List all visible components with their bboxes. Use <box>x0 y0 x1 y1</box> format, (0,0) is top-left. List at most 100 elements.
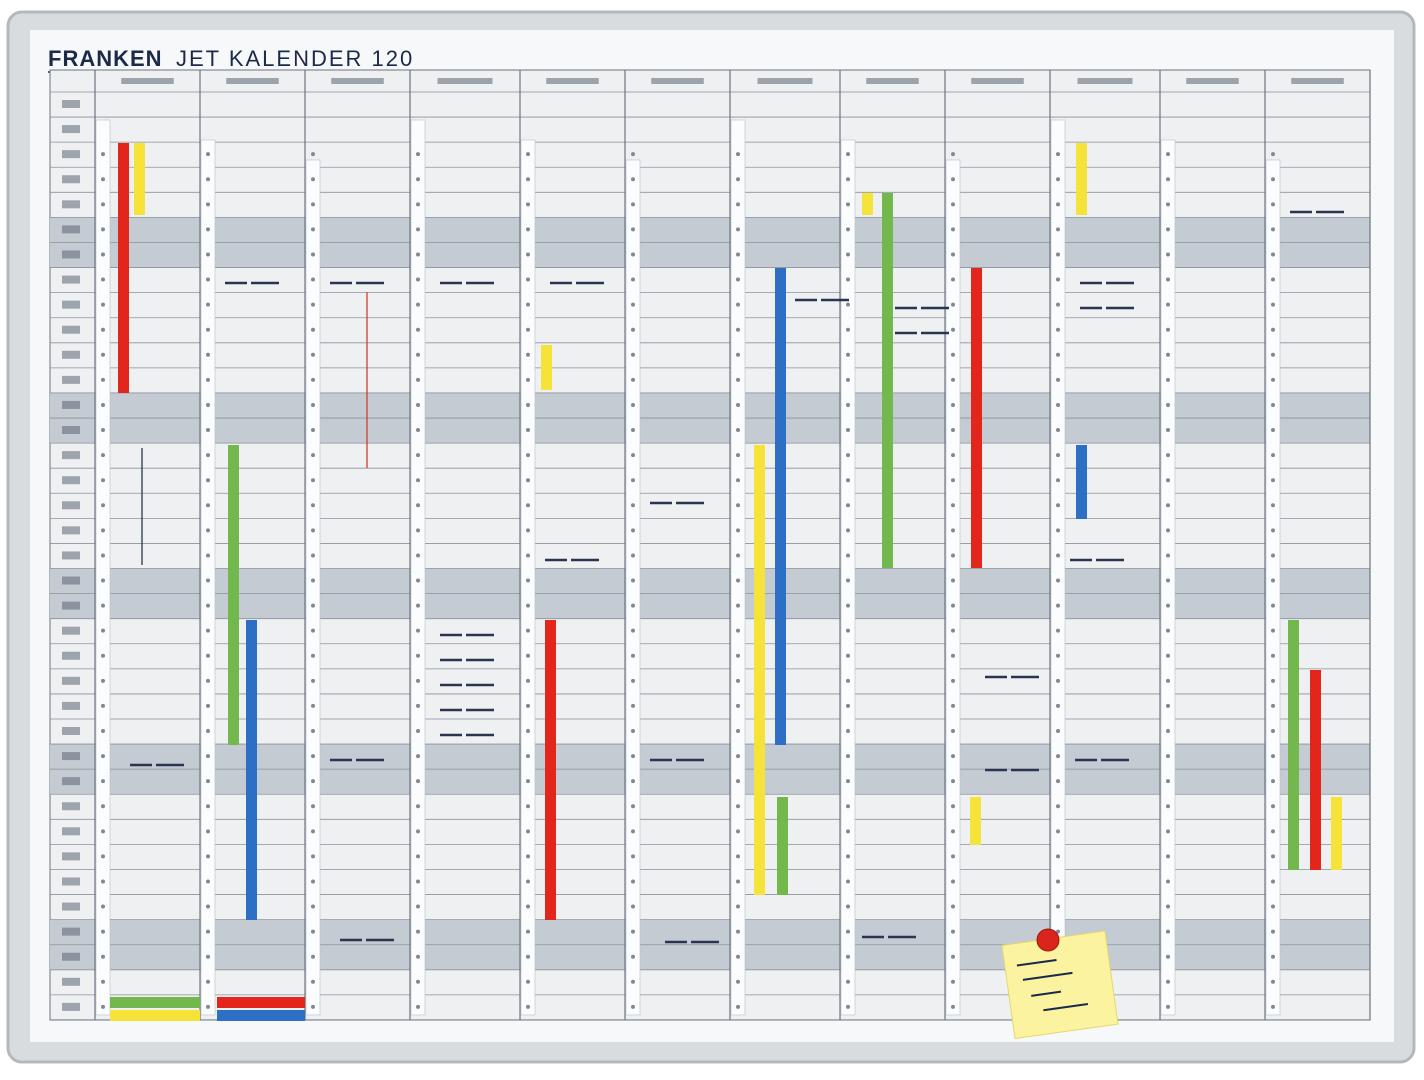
color-strip <box>541 345 552 390</box>
day-marker <box>311 653 315 658</box>
day-marker <box>736 352 740 357</box>
day-marker <box>631 152 635 157</box>
day-marker <box>101 478 105 483</box>
day-marker <box>631 252 635 257</box>
day-marker <box>846 453 850 458</box>
day-strip <box>410 119 426 1016</box>
day-marker <box>101 352 105 357</box>
calendar-grid <box>49 69 1371 1021</box>
day-marker <box>311 779 315 784</box>
day-marker <box>416 628 420 633</box>
row-label-mark <box>62 426 80 435</box>
day-marker <box>1056 678 1060 683</box>
day-marker <box>736 327 740 332</box>
day-marker <box>951 478 955 483</box>
day-marker <box>1056 804 1060 809</box>
day-marker <box>631 528 635 533</box>
day-marker <box>101 277 105 282</box>
day-marker <box>846 227 850 232</box>
horizontal-strip <box>217 997 305 1008</box>
day-marker <box>951 653 955 658</box>
day-marker <box>631 327 635 332</box>
day-marker <box>736 628 740 633</box>
day-marker <box>736 402 740 407</box>
day-marker <box>526 804 530 809</box>
day-marker <box>846 628 850 633</box>
day-marker <box>1166 177 1170 182</box>
day-marker <box>736 177 740 182</box>
day-strip <box>200 139 216 1016</box>
month-header-mark <box>546 78 599 84</box>
day-marker <box>736 478 740 483</box>
day-marker <box>846 703 850 708</box>
day-marker <box>631 1004 635 1009</box>
pin <box>1036 928 1060 952</box>
color-strip <box>754 445 765 895</box>
row-label-mark <box>62 250 80 259</box>
day-marker <box>416 854 420 859</box>
day-marker <box>736 829 740 834</box>
day-marker <box>1056 202 1060 207</box>
row-label-mark <box>62 601 80 610</box>
day-marker <box>206 754 210 759</box>
day-marker <box>846 428 850 433</box>
day-marker <box>846 729 850 733</box>
day-marker <box>1271 653 1275 658</box>
day-marker <box>951 854 955 859</box>
day-marker <box>206 352 210 357</box>
row-label-mark <box>62 125 80 134</box>
day-marker <box>1271 954 1275 959</box>
day-marker <box>951 804 955 809</box>
day-marker <box>206 428 210 433</box>
row-label-mark <box>62 200 80 209</box>
day-marker <box>846 152 850 157</box>
day-marker <box>526 703 530 708</box>
day-marker <box>416 352 420 357</box>
day-marker <box>631 954 635 959</box>
day-marker <box>416 202 420 207</box>
month-header-mark <box>757 78 813 84</box>
day-marker <box>526 528 530 533</box>
sticky-note <box>1001 930 1119 1040</box>
day-marker <box>951 453 955 458</box>
day-marker <box>206 152 210 157</box>
month-header-mark <box>437 78 493 84</box>
row-label-mark <box>62 902 80 911</box>
day-marker <box>1271 904 1275 909</box>
row-label-mark <box>62 752 80 761</box>
day-marker <box>736 854 740 859</box>
day-marker <box>1271 829 1275 834</box>
day-marker <box>526 352 530 357</box>
day-marker <box>101 528 105 533</box>
board-title: JET KALENDER 120 <box>176 46 414 71</box>
day-strip <box>1265 159 1281 1016</box>
day-marker <box>1166 202 1170 207</box>
day-marker <box>101 553 105 558</box>
day-marker <box>951 578 955 583</box>
day-marker <box>1056 904 1060 909</box>
day-marker <box>206 804 210 809</box>
day-marker <box>846 478 850 483</box>
day-marker <box>416 678 420 683</box>
day-marker <box>1271 503 1275 508</box>
day-marker <box>736 754 740 759</box>
day-marker <box>846 377 850 382</box>
day-marker <box>206 653 210 658</box>
color-strip <box>1331 797 1342 870</box>
day-marker <box>101 177 105 182</box>
day-marker <box>1166 904 1170 909</box>
day-marker <box>1056 603 1060 608</box>
day-marker <box>1166 302 1170 307</box>
day-marker <box>951 829 955 834</box>
horizontal-strip <box>217 1010 305 1021</box>
day-marker <box>1056 528 1060 533</box>
day-marker <box>631 453 635 458</box>
day-marker <box>526 202 530 207</box>
day-marker <box>631 729 635 733</box>
day-marker <box>1056 428 1060 433</box>
row-label-mark <box>62 952 80 961</box>
row-label-mark <box>62 451 80 460</box>
day-marker <box>846 779 850 784</box>
day-marker <box>526 603 530 608</box>
day-marker <box>1166 252 1170 257</box>
